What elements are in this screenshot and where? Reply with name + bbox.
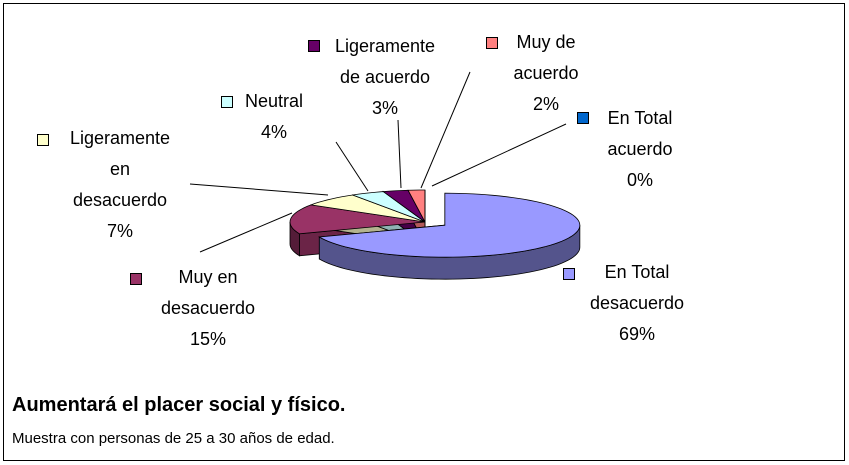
- data-label: Muy de acuerdo 2%: [513, 27, 578, 120]
- chart-title: Aumentará el placer social y físico.: [12, 394, 346, 416]
- value-label: 2%: [532, 94, 559, 114]
- legend-key: [130, 273, 142, 285]
- value-label: 7%: [106, 221, 134, 241]
- leader-line: [420, 71, 471, 189]
- value-label: 69%: [618, 324, 656, 344]
- chart-subtitle: Muestra con personas de 25 a 30 años de …: [12, 430, 335, 447]
- legend-key: [563, 268, 575, 280]
- category-label: Muy de acuerdo: [513, 32, 579, 83]
- data-label: Ligeramente en desacuerdo 7%: [70, 123, 170, 247]
- legend-key: [37, 134, 49, 146]
- value-label: 15%: [189, 329, 227, 349]
- data-label: En Total desacuerdo 69%: [590, 257, 684, 350]
- value-label: 4%: [260, 122, 287, 142]
- slice: [318, 192, 581, 258]
- slice: [352, 191, 426, 223]
- legend-key: [221, 96, 233, 108]
- category-label: Muy en desacuerdo: [160, 267, 256, 318]
- category-label: En Total desacuerdo: [589, 262, 685, 313]
- category-label: Neutral: [244, 91, 304, 111]
- data-label: Muy en desacuerdo 15%: [161, 262, 255, 355]
- slice: [289, 204, 426, 235]
- leader-line: [335, 141, 369, 192]
- data-label: En Total acuerdo 0%: [607, 103, 672, 196]
- value-label: 3%: [371, 98, 399, 118]
- data-label: Neutral 4%: [245, 86, 303, 148]
- leader-line: [199, 212, 293, 253]
- legend-key: [577, 112, 589, 124]
- category-label: En Total acuerdo: [607, 108, 673, 159]
- category-label: Ligeramente en desacuerdo: [69, 128, 171, 210]
- category-label: Ligeramente de acuerdo: [334, 36, 436, 87]
- legend-key: [308, 40, 320, 52]
- value-label: 0%: [626, 170, 653, 190]
- leader-line: [189, 183, 329, 196]
- leader-line: [397, 119, 402, 189]
- leader-line: [431, 123, 567, 187]
- data-label: Ligeramente de acuerdo 3%: [335, 31, 435, 124]
- legend-key: [486, 37, 498, 49]
- slice: [310, 194, 426, 223]
